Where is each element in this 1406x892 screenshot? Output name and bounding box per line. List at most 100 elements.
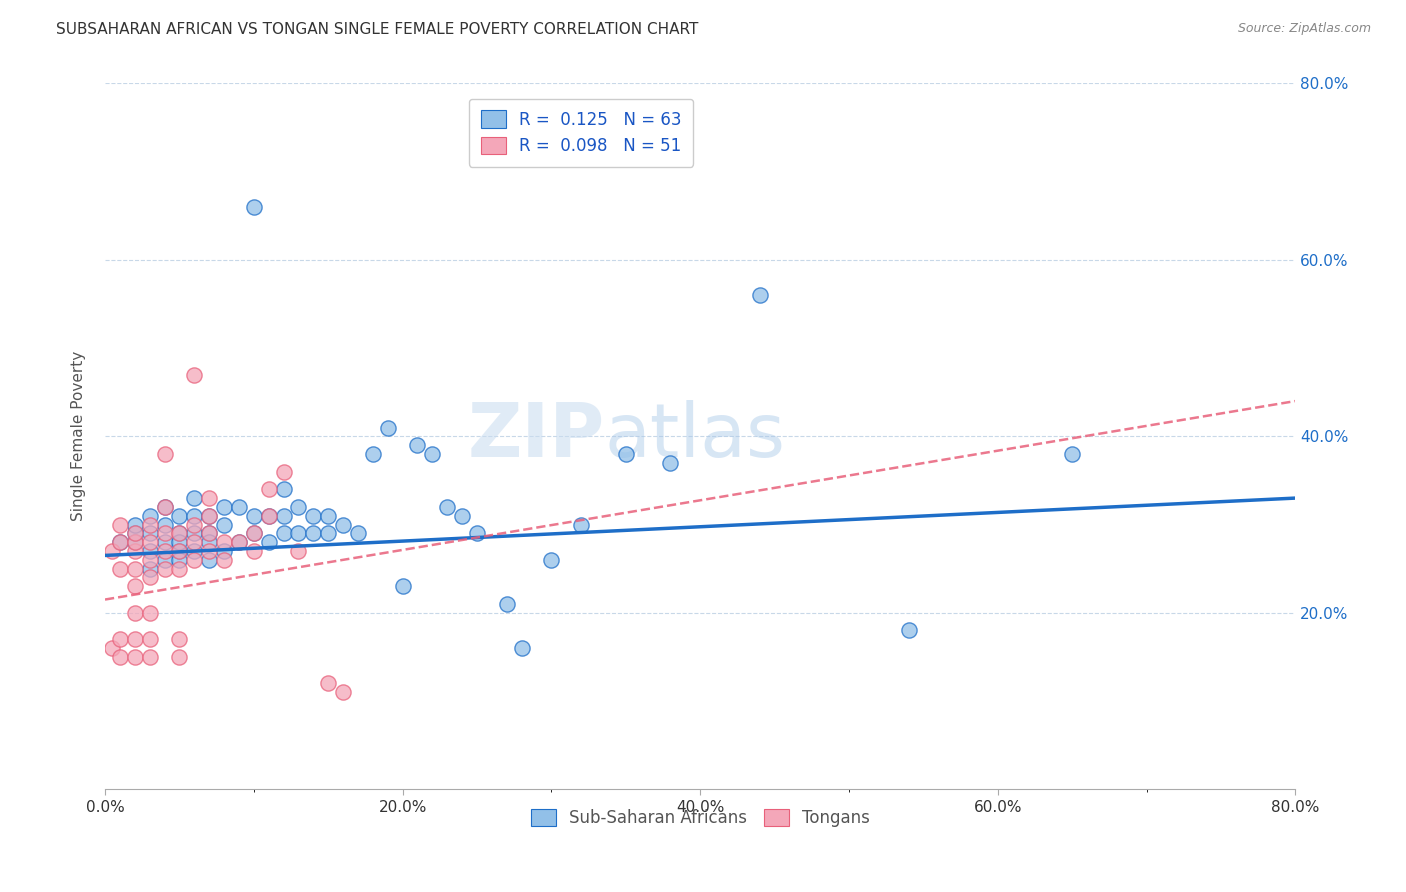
Point [540,553,562,567]
Point [153,447,176,461]
Point [228,535,250,549]
Point [332,685,354,699]
Point [897,624,920,638]
Point [153,526,176,541]
Point [153,553,176,567]
Point [138,508,160,523]
Point [124,579,146,593]
Point [198,526,221,541]
Text: ZIP: ZIP [468,400,605,473]
Point [391,579,413,593]
Point [108,535,131,549]
Point [138,562,160,576]
Point [243,526,266,541]
Point [748,288,770,302]
Point [436,500,458,514]
Point [169,535,191,549]
Point [243,526,266,541]
Point [257,535,280,549]
Y-axis label: Single Female Poverty: Single Female Poverty [72,351,86,522]
Point [138,535,160,549]
Point [1062,447,1084,461]
Point [138,649,160,664]
Point [316,676,339,690]
Point [198,535,221,549]
Point [153,517,176,532]
Point [243,508,266,523]
Point [124,649,146,664]
Point [212,535,235,549]
Point [124,526,146,541]
Point [153,544,176,558]
Point [198,526,221,541]
Point [243,544,266,558]
Point [257,508,280,523]
Point [124,562,146,576]
Point [138,544,160,558]
Point [228,500,250,514]
Point [212,500,235,514]
Point [198,491,221,505]
Point [169,526,191,541]
Legend: Sub-Saharan Africans, Tongans: Sub-Saharan Africans, Tongans [524,802,876,834]
Point [212,544,235,558]
Point [138,632,160,647]
Point [138,517,160,532]
Point [347,526,370,541]
Point [153,500,176,514]
Point [332,517,354,532]
Point [614,447,637,461]
Point [138,606,160,620]
Point [169,508,191,523]
Point [510,641,533,656]
Point [243,200,266,214]
Point [302,508,325,523]
Point [198,553,221,567]
Text: SUBSAHARAN AFRICAN VS TONGAN SINGLE FEMALE POVERTY CORRELATION CHART: SUBSAHARAN AFRICAN VS TONGAN SINGLE FEMA… [56,22,699,37]
Point [361,447,384,461]
Point [659,456,682,470]
Point [101,641,124,656]
Point [108,649,131,664]
Point [302,526,325,541]
Point [183,535,205,549]
Point [273,526,295,541]
Point [198,508,221,523]
Point [406,438,429,452]
Point [108,632,131,647]
Point [108,535,131,549]
Point [316,526,339,541]
Point [108,562,131,576]
Point [212,517,235,532]
Point [465,526,488,541]
Point [138,570,160,584]
Point [124,526,146,541]
Point [183,526,205,541]
Point [124,606,146,620]
Point [169,526,191,541]
Point [316,508,339,523]
Point [451,508,474,523]
Point [138,553,160,567]
Point [169,544,191,558]
Point [124,517,146,532]
Point [287,500,309,514]
Point [287,526,309,541]
Point [273,508,295,523]
Point [198,508,221,523]
Point [124,535,146,549]
Point [124,632,146,647]
Point [273,465,295,479]
Point [228,535,250,549]
Point [183,491,205,505]
Text: Source: ZipAtlas.com: Source: ZipAtlas.com [1237,22,1371,36]
Point [153,562,176,576]
Point [101,544,124,558]
Point [198,544,221,558]
Point [422,447,444,461]
Point [183,553,205,567]
Point [495,597,517,611]
Text: atlas: atlas [605,400,786,473]
Point [169,632,191,647]
Point [108,517,131,532]
